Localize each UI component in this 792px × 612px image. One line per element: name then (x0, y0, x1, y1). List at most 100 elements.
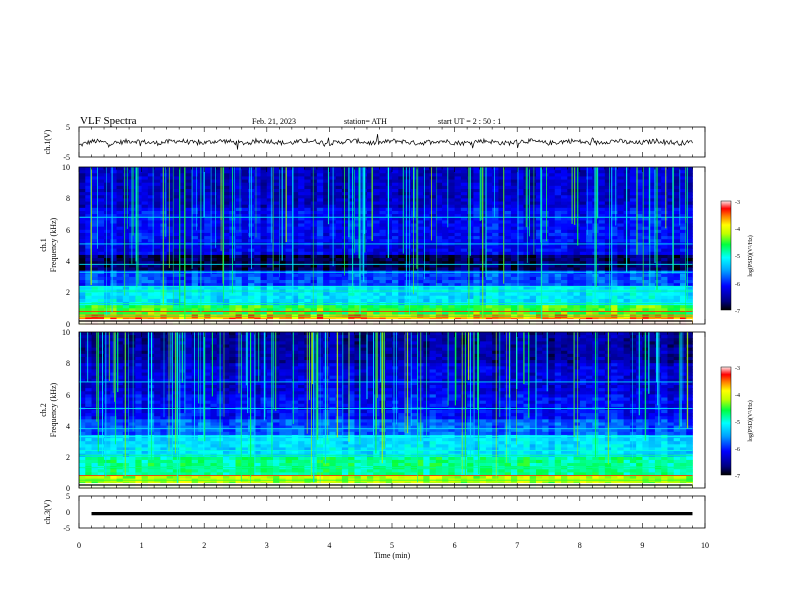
spectrogram-cell (135, 254, 142, 259)
spectrogram-cell (354, 308, 362, 312)
spectrogram-cell (661, 182, 668, 187)
spectrogram-cell (498, 223, 506, 228)
spectrogram-cell (561, 188, 568, 193)
spectrogram-cell (642, 182, 650, 187)
spectrogram-cell (147, 298, 155, 303)
spectrogram-cell (654, 298, 662, 303)
spectrogram-cell (166, 210, 174, 215)
spectrogram-cell (648, 254, 656, 259)
spectrogram-cell (85, 254, 92, 259)
spectrogram-cell (642, 311, 650, 315)
spectrogram-cell (417, 276, 424, 281)
spectrogram-cell (554, 195, 562, 199)
spectrogram-cell (335, 170, 343, 174)
spectrogram-cell (542, 201, 549, 206)
spectrogram-cell (379, 173, 387, 177)
spectrogram-cell (454, 198, 462, 202)
spectrogram-cell (91, 264, 99, 268)
spectrogram-cell (504, 226, 512, 231)
spectrogram-cell (216, 170, 224, 174)
spectrogram-cell (166, 226, 174, 231)
spectrogram-cell (542, 173, 549, 177)
spectrogram-cell (241, 283, 249, 287)
spectrogram-cell (235, 207, 243, 212)
spectrogram-cell (291, 283, 299, 287)
spectrogram-cell (535, 286, 543, 290)
spectrogram-cell (335, 195, 343, 199)
spectrogram-cell (191, 245, 199, 250)
spectrogram-cell (210, 170, 218, 174)
spectrogram-cell (97, 276, 105, 281)
spectrogram-cell (204, 261, 211, 265)
spectrogram-cell (172, 267, 180, 272)
spectrogram-cell (110, 229, 117, 234)
spectrogram-cell (504, 273, 512, 278)
spectrogram-cell (385, 173, 393, 177)
spectrogram-cell (517, 198, 524, 202)
spectrogram-cell (404, 232, 412, 237)
spectrogram-cell (492, 264, 499, 268)
spectrogram-cell (579, 305, 587, 309)
spectrogram-cell (310, 273, 318, 278)
spectrogram-cell (222, 176, 230, 180)
spectrogram-cell (410, 264, 418, 268)
spectrogram-cell (535, 220, 543, 224)
spectrogram-cell (323, 210, 330, 215)
spectrogram-cell (135, 280, 142, 284)
spectrogram-cell (348, 176, 355, 180)
spectrogram-cell (473, 298, 481, 303)
spectrogram-cell (110, 292, 117, 297)
spectrogram-cell (254, 188, 261, 193)
spectrogram-cell (291, 226, 299, 231)
spectrogram-cell (517, 261, 524, 265)
spectrogram-cell (316, 220, 324, 224)
spectrogram-cell (604, 179, 612, 184)
spectrogram-cell (517, 292, 524, 297)
spectrogram-cell (260, 251, 268, 256)
spectrogram-cell (266, 286, 274, 290)
spectrogram-cell (542, 276, 549, 281)
spectrogram-cell (204, 276, 211, 281)
spectrogram-cell (435, 195, 443, 199)
spectrogram-cell (260, 195, 268, 199)
spectrogram-cell (567, 185, 574, 190)
spectrogram-cell (667, 305, 675, 309)
spectrogram-cell (579, 298, 587, 303)
spectrogram-cell (517, 207, 524, 212)
spectrogram-cell (467, 305, 474, 309)
spectrogram-cell (366, 192, 374, 196)
spectrogram-cell (85, 207, 92, 212)
spectrogram-cell (629, 298, 637, 303)
spectrogram-cell (504, 220, 512, 224)
spectrogram-cell (579, 292, 587, 297)
spectrogram-cell (172, 251, 180, 256)
spectrogram-cell (510, 201, 518, 206)
spectrogram-cell (291, 173, 299, 177)
spectrogram-cell (673, 311, 681, 315)
spectrogram-cell (473, 185, 481, 190)
spectrogram-cell (567, 254, 574, 259)
spectrogram-cell (554, 251, 562, 256)
spectrogram-cell (548, 170, 556, 174)
spectrogram-cell (373, 232, 380, 237)
spectrogram-cell (636, 245, 643, 250)
spectrogram-cell (104, 195, 111, 199)
spectrogram-cell (510, 248, 518, 253)
spectrogram-cell (154, 201, 161, 206)
spectrogram-cell (398, 258, 405, 262)
spectrogram-cell (442, 305, 449, 309)
spectrogram-cell (304, 248, 312, 253)
spectrogram-cell (661, 295, 668, 300)
spectrogram-cell (285, 298, 293, 303)
spectrogram-cell (154, 245, 161, 250)
spectrogram-cell (129, 283, 136, 287)
spectrogram-cell (379, 201, 387, 206)
spectrogram-cell (523, 273, 531, 278)
spectrogram-cell (442, 201, 449, 206)
spectrogram-cell (254, 276, 261, 281)
spectrogram-cell (97, 214, 105, 218)
spectrogram-cell (604, 251, 612, 256)
spectrogram-cell (360, 308, 368, 312)
spectrogram-cell (404, 267, 412, 272)
spectrogram-cell (642, 185, 650, 190)
